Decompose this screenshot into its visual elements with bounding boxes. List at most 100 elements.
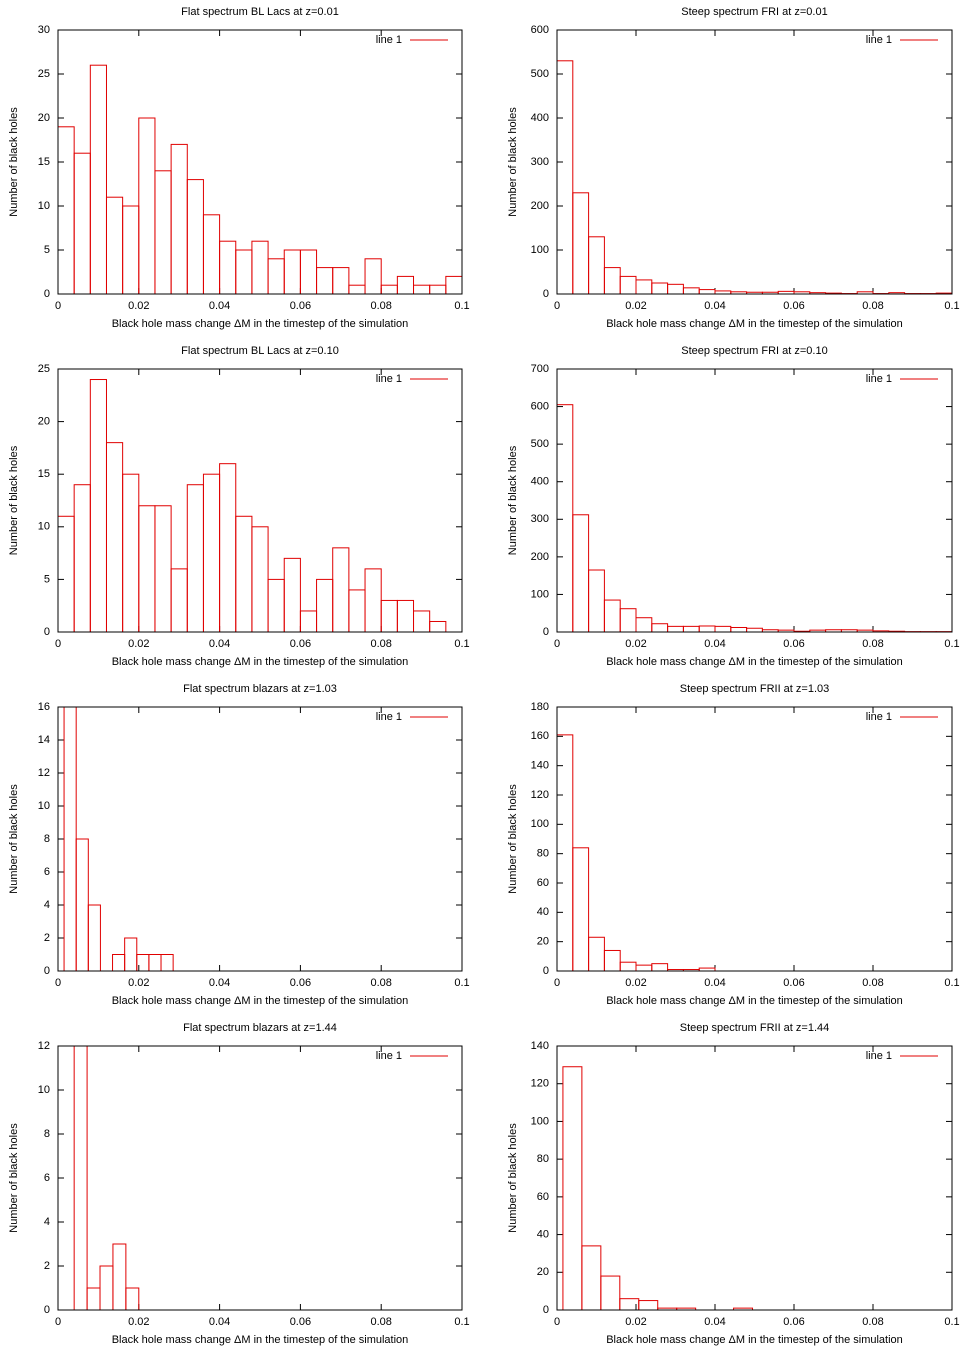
plot-frame <box>556 29 953 295</box>
y-tick-label: 4 <box>44 1216 50 1228</box>
legend-label: line 1 <box>866 711 892 723</box>
y-tick-label: 0 <box>543 626 549 638</box>
bar <box>635 617 653 632</box>
chart: Steep spectrum FRII at z=1.03 Black hole … <box>507 683 960 1007</box>
y-tick-label: 10 <box>38 800 50 812</box>
x-tick-label: 0.04 <box>209 1316 230 1328</box>
y-tick-label: 10 <box>38 1084 50 1096</box>
x-axis-label: Black hole mass change ΔM in the timeste… <box>606 318 903 330</box>
bar <box>396 599 415 632</box>
bar <box>380 284 398 294</box>
y-tick-label: 6 <box>44 1172 50 1184</box>
bar <box>603 267 621 294</box>
y-tick-label: 25 <box>38 363 50 375</box>
bar <box>572 514 590 632</box>
bar <box>635 964 653 971</box>
x-tick-label: 0.04 <box>704 977 725 989</box>
x-tick-label: 0 <box>55 300 61 312</box>
bar <box>557 734 574 971</box>
x-tick-label: 0.06 <box>783 977 804 989</box>
x-tick-label: 0.04 <box>209 977 230 989</box>
bar <box>235 249 253 294</box>
bar <box>557 404 574 632</box>
y-tick-label: 160 <box>531 730 549 742</box>
chart: Steep spectrum FRI at z=0.01 Black hole m… <box>507 6 960 330</box>
bar <box>619 608 637 632</box>
plot-frame <box>57 706 463 972</box>
bar <box>138 117 156 294</box>
bar <box>667 283 684 294</box>
x-tick-label: 0.02 <box>128 638 149 650</box>
y-tick-label: 2 <box>44 932 50 944</box>
bar <box>348 284 366 294</box>
y-tick-label: 80 <box>537 848 549 860</box>
bar <box>429 284 447 294</box>
plot-frame <box>556 1045 953 1311</box>
bar <box>364 258 382 294</box>
bar <box>202 214 221 294</box>
bar <box>619 961 637 971</box>
bar <box>730 626 748 632</box>
y-axis-label: Number of black holes <box>507 107 519 217</box>
bar <box>73 1046 88 1310</box>
plot-frame <box>57 368 463 633</box>
bar <box>58 126 75 294</box>
bar <box>588 569 605 632</box>
y-tick-label: 140 <box>531 1040 549 1052</box>
y-tick-label: 0 <box>44 288 50 300</box>
bar <box>148 954 162 971</box>
x-tick-label: 0.06 <box>290 977 311 989</box>
bar <box>58 515 75 632</box>
bar <box>122 473 140 632</box>
bar <box>154 170 172 294</box>
x-tick-label: 0.04 <box>209 300 230 312</box>
y-tick-label: 100 <box>531 1115 549 1127</box>
y-axis-label: Number of black holes <box>8 107 20 217</box>
plot-frame <box>556 368 953 633</box>
y-tick-label: 4 <box>44 899 50 911</box>
bar <box>89 64 107 294</box>
x-tick-label: 0 <box>55 638 61 650</box>
x-tick-label: 0.1 <box>944 977 959 989</box>
y-tick-label: 20 <box>537 936 549 948</box>
y-tick-label: 100 <box>531 818 549 830</box>
bar <box>219 240 237 294</box>
y-tick-label: 500 <box>531 68 549 80</box>
x-tick-label: 0.06 <box>783 638 804 650</box>
x-tick-label: 0.06 <box>290 1316 311 1328</box>
bar <box>154 505 172 632</box>
legend-label: line 1 <box>866 34 892 46</box>
bar <box>160 954 174 971</box>
bar <box>138 505 156 632</box>
x-tick-label: 0 <box>554 638 560 650</box>
x-axis-label: Black hole mass change ΔM in the timeste… <box>112 1334 409 1346</box>
legend-label: line 1 <box>376 1050 402 1062</box>
y-tick-label: 0 <box>543 288 549 300</box>
y-axis-label: Number of black holes <box>8 1123 20 1233</box>
bar <box>170 143 188 294</box>
bar <box>588 936 605 971</box>
bar <box>638 1300 659 1310</box>
x-tick-label: 0.1 <box>454 638 469 650</box>
bar <box>267 578 285 632</box>
x-tick-label: 0.04 <box>704 1316 725 1328</box>
y-tick-label: 20 <box>537 1266 549 1278</box>
chart-title: Flat spectrum blazars at z=1.44 <box>183 1022 337 1034</box>
x-tick-label: 0 <box>55 1316 61 1328</box>
y-tick-label: 100 <box>531 588 549 600</box>
bar <box>413 284 431 294</box>
bar <box>413 610 431 632</box>
x-tick-label: 0.02 <box>625 977 646 989</box>
chart: Steep spectrum FRII at z=1.44 Black hole … <box>507 1022 960 1346</box>
bar <box>202 473 221 632</box>
bar <box>332 267 350 294</box>
bar <box>682 625 700 632</box>
y-tick-label: 100 <box>531 244 549 256</box>
y-tick-label: 0 <box>44 1304 50 1316</box>
x-tick-label: 0.02 <box>128 300 149 312</box>
bar <box>603 599 621 632</box>
y-tick-label: 0 <box>543 1304 549 1316</box>
bar <box>73 152 91 294</box>
x-tick-label: 0.02 <box>625 300 646 312</box>
